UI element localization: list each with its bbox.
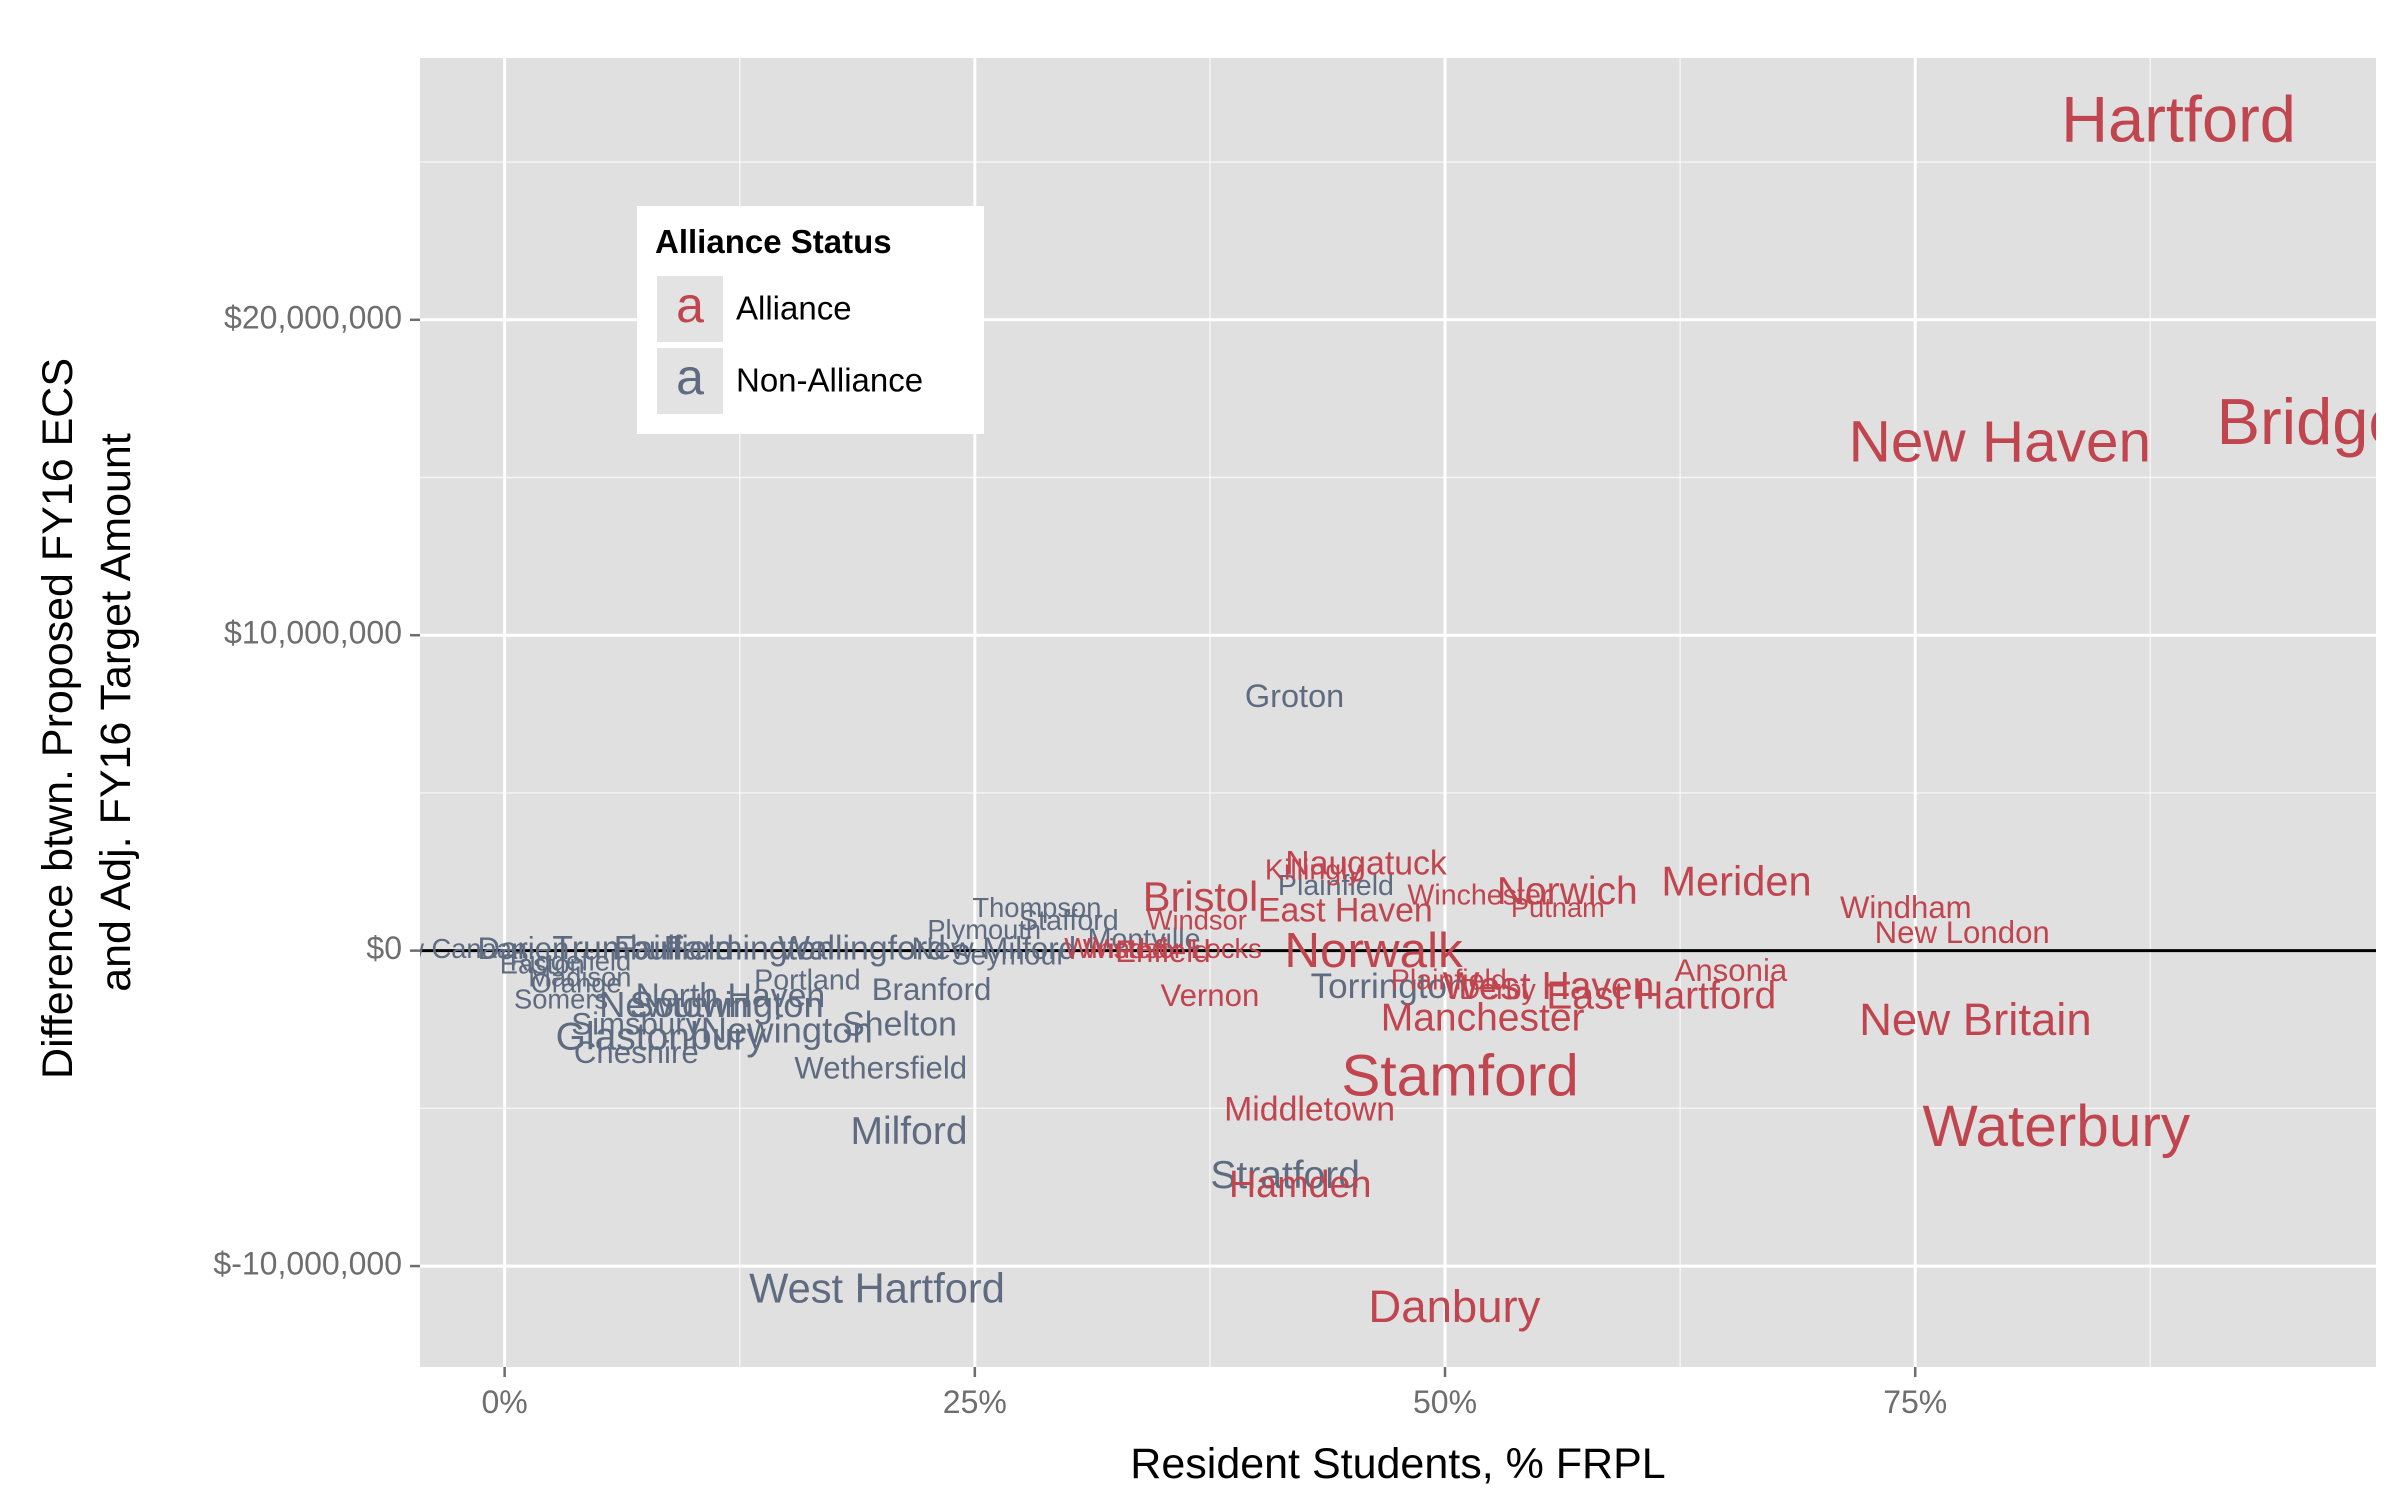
x-axis-title: Resident Students, % FRPL xyxy=(1130,1440,1665,1488)
data-label-shelton: Shelton xyxy=(842,1005,957,1043)
data-label-fairfield: Fairfield xyxy=(614,930,734,968)
data-label-windham: Windham xyxy=(1840,890,1972,925)
data-label-plainfield: Plainfield xyxy=(1391,965,1507,997)
data-label-manchester: Manchester xyxy=(1381,996,1585,1039)
data-label-meriden: Meriden xyxy=(1661,857,1811,904)
legend-label: Alliance xyxy=(736,290,852,327)
y-tick-label: $0 xyxy=(366,930,402,966)
data-label-enfield: Enfield xyxy=(1115,934,1210,969)
data-label-new-canaan: New Canaan xyxy=(369,933,527,964)
data-label-trumbull: Trumbull xyxy=(552,930,682,968)
x-tick-label: 0% xyxy=(482,1384,528,1420)
data-label-hartford: Hartford xyxy=(2061,82,2296,155)
data-label-norwalk: Norwalk xyxy=(1284,923,1463,978)
axes: 0% 25% 50% 75% $20,000,000 $10,000,000 $0 $-10,… xyxy=(213,299,1947,1420)
data-labels: West Hartford Groton Stratford Milford Torri… xyxy=(369,82,2400,1332)
data-label-southington: Southington xyxy=(629,984,823,1025)
data-label-new-haven: New Haven xyxy=(1849,409,2151,474)
data-label-groton: Groton xyxy=(1245,678,1344,714)
y-axis-title-line-1: Difference btwn. Proposed FY16 ECS xyxy=(34,358,82,1079)
data-label-stratford: Stratford xyxy=(1210,1154,1360,1197)
legend-key-non-alliance xyxy=(657,348,723,414)
data-label-ansonia: Ansonia xyxy=(1675,953,1788,988)
data-label-cheshire: Cheshire xyxy=(574,1035,699,1070)
data-label-torrington: Torrington xyxy=(1311,967,1467,1006)
data-label-newington: Newington xyxy=(701,1009,873,1050)
data-label-middletown: Middletown xyxy=(1224,1090,1395,1128)
data-label-stamford: Stamford xyxy=(1341,1043,1578,1108)
data-label-madison: Madison xyxy=(528,961,631,992)
data-label-wethersfield: Wethersfield xyxy=(794,1051,967,1086)
legend-title: Alliance Status xyxy=(655,223,892,260)
legend-key-glyph: a xyxy=(676,349,704,405)
data-label-glastonbury: Glastonbury xyxy=(556,1015,767,1058)
y-axis-title-line-2: and Adj. FY16 Target Amount xyxy=(92,433,140,992)
data-label-windsor: Windsor xyxy=(1147,904,1247,935)
data-label-derby: Derby xyxy=(1460,974,1537,1006)
data-label-stafford: Stafford xyxy=(1019,905,1119,937)
data-label-killingly: Killingly xyxy=(1265,854,1363,886)
data-label-new-milford: New Milford xyxy=(911,931,1076,966)
data-label-windsor-locks: Windsor Locks xyxy=(1083,933,1262,964)
data-label-new-britain: New Britain xyxy=(1859,994,2092,1045)
data-label-farmington: Farmington xyxy=(664,930,835,968)
data-label-portland: Portland xyxy=(754,965,861,997)
data-label-hamden: Hamden xyxy=(1229,1163,1371,1205)
data-label-newtown: Newtown xyxy=(599,984,749,1025)
data-label-naugatuck: Naugatuck xyxy=(1285,844,1447,882)
data-label-bridgeport: Bridgeport xyxy=(2217,385,2400,458)
data-label-branford: Branford xyxy=(872,972,992,1007)
data-label-west-hartford: West Hartford xyxy=(749,1264,1005,1311)
data-label-wallingford: Wallingford xyxy=(778,930,946,968)
data-label-new-london: New London xyxy=(1875,915,2050,950)
data-label-putnam: Putnam xyxy=(1511,892,1605,923)
y-axis-title: Difference btwn. Proposed FY16 ECS and A… xyxy=(34,346,140,1079)
data-label-easton: Easton xyxy=(500,949,585,980)
data-label-bristol: Bristol xyxy=(1143,873,1259,920)
data-label-east-hartford: East Hartford xyxy=(1546,974,1776,1017)
x-tick-label: 25% xyxy=(943,1384,1007,1420)
data-label-seymour: Seymour xyxy=(951,940,1066,972)
y-tick-label: $-10,000,000 xyxy=(213,1246,402,1282)
data-label-milford: Milford xyxy=(850,1110,967,1153)
data-label-east-haven: East Haven xyxy=(1258,892,1433,930)
data-label-waterbury: Waterbury xyxy=(1922,1094,2190,1159)
data-label-orange: Orange xyxy=(531,968,622,999)
y-tick-label: $10,000,000 xyxy=(224,615,402,651)
data-label-west-haven: West Haven xyxy=(1443,965,1655,1008)
data-label-plainfield: Plainfield xyxy=(1278,870,1394,902)
data-label-somers: Somers xyxy=(514,983,608,1014)
data-label-thompson: Thompson xyxy=(972,892,1101,923)
legend-key-glyph: a xyxy=(676,277,704,333)
data-label-winsted: Winsted xyxy=(1064,933,1167,965)
data-label-norwich: Norwich xyxy=(1497,870,1638,913)
data-label-plymouth: Plymouth xyxy=(927,914,1041,945)
data-label-simsbury: Simsbury xyxy=(571,1007,701,1042)
data-label-winchester: Winchester xyxy=(1407,880,1550,912)
x-tick-label: 75% xyxy=(1883,1384,1947,1420)
data-label-montville: Montville xyxy=(1088,924,1201,956)
legend-label: Non-Alliance xyxy=(736,362,923,399)
x-tick-label: 50% xyxy=(1413,1384,1477,1420)
legend: Alliance Status a Alliance a Non-Alliance xyxy=(637,206,984,434)
data-label-darien: Darien xyxy=(478,931,570,966)
data-label-north-haven: North Haven xyxy=(635,977,825,1015)
legend-key-alliance xyxy=(657,276,723,342)
data-label-danbury: Danbury xyxy=(1368,1281,1540,1332)
data-label-vernon: Vernon xyxy=(1160,978,1259,1013)
y-tick-label: $20,000,000 xyxy=(224,299,402,335)
data-label-ridgefield: Ridgefield xyxy=(510,945,631,976)
